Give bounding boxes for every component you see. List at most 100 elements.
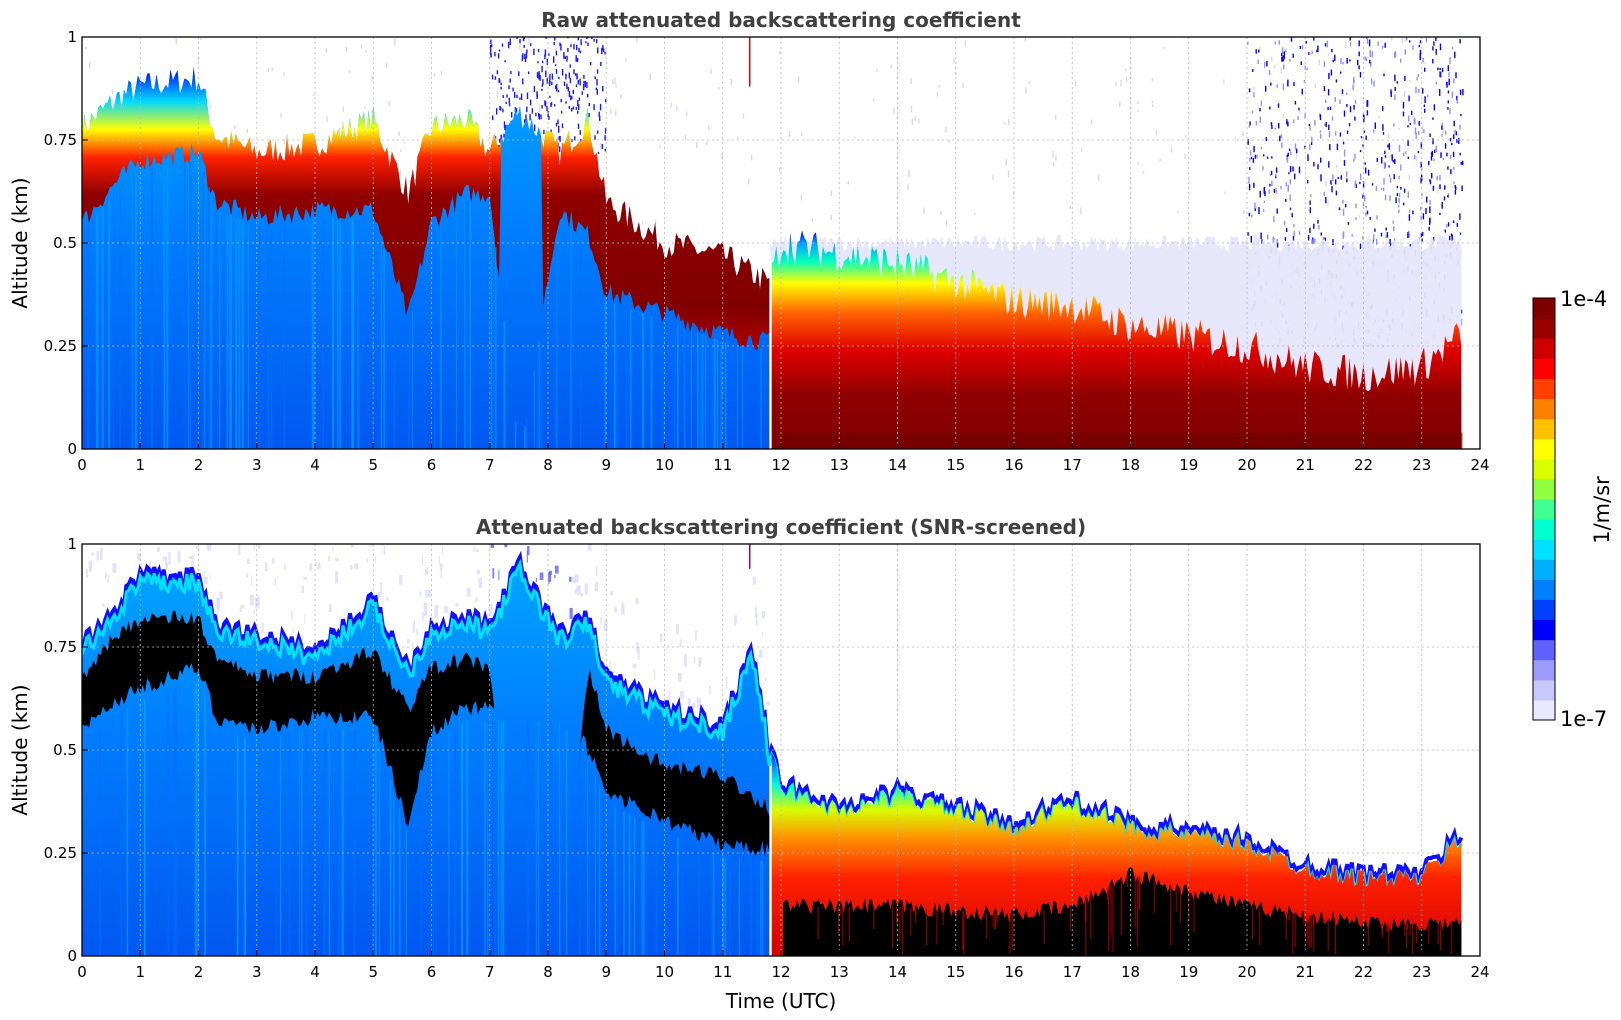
streak xyxy=(1242,905,1244,910)
noise-mark xyxy=(1424,96,1426,103)
streak xyxy=(340,729,342,956)
faint-mark xyxy=(137,553,142,561)
noise-mark xyxy=(1264,191,1266,197)
faint-mark xyxy=(621,602,625,615)
noise-mark xyxy=(1453,120,1455,127)
noise-mark xyxy=(502,108,504,113)
noise-mark xyxy=(1285,182,1287,187)
x-tick-label: 11 xyxy=(713,963,732,981)
x-tick-label: 4 xyxy=(310,456,320,474)
streak xyxy=(1381,923,1383,938)
faint-mark xyxy=(127,523,130,530)
streak xyxy=(650,316,653,449)
noise-mark xyxy=(1254,154,1257,159)
noise-mark xyxy=(566,83,568,89)
noise-mark xyxy=(1080,207,1082,215)
streak xyxy=(461,723,463,956)
noise-mark xyxy=(509,38,511,46)
colorbar-swatch xyxy=(1533,378,1555,399)
noise-mark xyxy=(371,76,373,82)
noise-mark xyxy=(1407,191,1409,198)
noise-mark xyxy=(539,74,541,81)
streak xyxy=(420,786,422,956)
faint-mark xyxy=(761,611,765,619)
noise-mark xyxy=(830,190,833,196)
x-tick-label: 23 xyxy=(1412,963,1431,981)
streak xyxy=(559,721,561,956)
noise-mark xyxy=(1341,89,1344,94)
faint-mark xyxy=(444,606,448,613)
streak xyxy=(434,228,436,449)
noise-mark xyxy=(576,57,579,62)
noise-mark xyxy=(615,110,617,117)
streak xyxy=(435,739,437,956)
faint-mark xyxy=(168,552,171,565)
faint-mark xyxy=(258,544,261,549)
faint-mark xyxy=(462,538,464,542)
noise-mark xyxy=(1028,81,1030,84)
faint-mark xyxy=(584,583,588,595)
noise-mark xyxy=(1451,234,1453,242)
streak xyxy=(305,731,308,956)
streak xyxy=(599,787,602,956)
noise-mark xyxy=(500,86,502,90)
streak xyxy=(1387,923,1389,933)
colorbar-max-label: 1e-4 xyxy=(1560,287,1607,311)
noise-mark xyxy=(1389,243,1392,247)
x-axis-label: Time (UTC) xyxy=(725,989,837,1013)
noise-mark xyxy=(1444,143,1447,149)
noise-mark xyxy=(1368,39,1371,47)
noise-mark xyxy=(1433,41,1435,46)
noise-mark xyxy=(1275,27,1276,31)
faint-mark xyxy=(128,534,130,538)
noise-mark xyxy=(1283,64,1285,70)
noise-mark xyxy=(1293,119,1295,124)
noise-mark xyxy=(953,58,955,64)
faint-mark xyxy=(317,563,321,570)
faint-mark xyxy=(413,619,415,632)
noise-mark xyxy=(992,174,994,181)
noise-mark xyxy=(1362,30,1363,35)
streak xyxy=(578,748,581,956)
faint-mark xyxy=(161,523,163,528)
noise-mark xyxy=(1346,171,1348,177)
noise-mark xyxy=(1462,89,1464,96)
streak xyxy=(536,721,538,956)
faint-mark xyxy=(423,603,428,616)
streak xyxy=(1437,923,1439,945)
noise-mark xyxy=(538,71,540,77)
noise-mark xyxy=(1394,74,1396,82)
noise-mark xyxy=(1260,147,1263,150)
noise-mark xyxy=(1330,69,1333,76)
noise-mark xyxy=(1328,131,1331,138)
noise-mark xyxy=(1358,215,1361,219)
noise-mark xyxy=(1439,89,1441,96)
faint-mark xyxy=(419,591,422,598)
noise-mark xyxy=(1120,79,1122,87)
cloud-top-rim xyxy=(82,550,1464,891)
noise-mark xyxy=(1255,49,1257,54)
colorbar-unit-label: 1/m/sr xyxy=(1590,476,1614,544)
noise-mark xyxy=(1389,177,1392,183)
noise-mark xyxy=(1297,116,1299,120)
noise-mark xyxy=(1447,65,1449,72)
noise-mark xyxy=(1404,90,1406,98)
fog-layer xyxy=(771,230,1462,449)
panel-raw: Raw attenuated backscattering coefficien… xyxy=(8,8,1490,474)
streak xyxy=(724,857,727,956)
noise-mark xyxy=(575,84,578,88)
faint-mark xyxy=(162,556,167,562)
streak xyxy=(1324,917,1326,924)
noise-mark xyxy=(1420,161,1422,168)
noise-mark xyxy=(1253,19,1254,25)
noise-mark xyxy=(1460,318,1463,326)
streak xyxy=(595,777,596,956)
noise-mark xyxy=(1249,167,1251,170)
noise-mark xyxy=(1409,244,1412,247)
faint-mark xyxy=(725,699,727,706)
streak xyxy=(1308,915,1311,949)
noise-mark xyxy=(1283,51,1285,59)
noise-mark xyxy=(515,19,516,23)
streak xyxy=(411,310,413,449)
noise-mark xyxy=(1403,202,1405,206)
